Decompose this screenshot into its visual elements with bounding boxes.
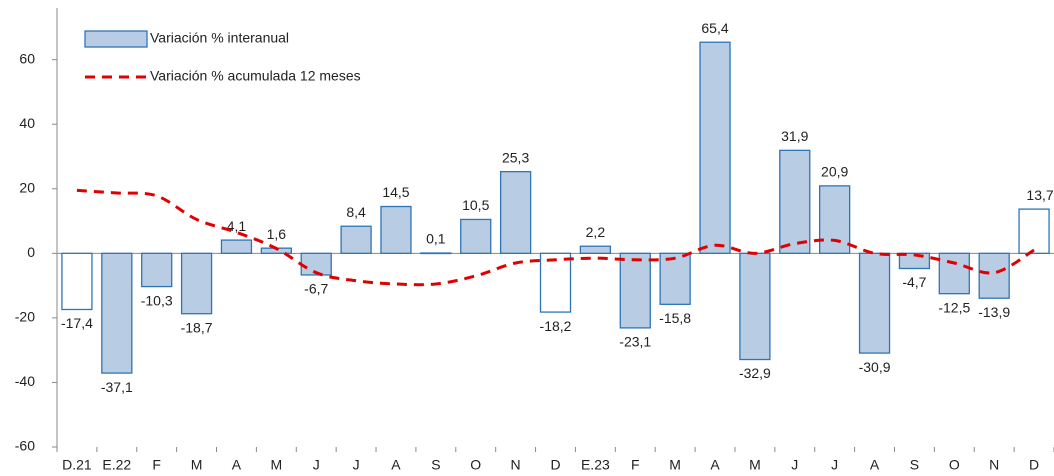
bar xyxy=(739,252,771,361)
bar xyxy=(819,185,851,254)
value-label: 65,4 xyxy=(701,20,728,36)
bar xyxy=(61,252,93,311)
bar xyxy=(420,252,452,255)
value-label: -18,7 xyxy=(181,319,213,335)
value-label: -18,2 xyxy=(540,318,572,334)
value-label: 1,6 xyxy=(267,226,287,242)
x-tick-label: A xyxy=(391,457,401,473)
value-label: 13,7 xyxy=(1026,187,1053,203)
x-tick-label: M xyxy=(669,457,681,473)
bar xyxy=(499,171,532,254)
bar xyxy=(1018,208,1050,254)
x-tick-label: D.21 xyxy=(62,457,92,473)
x-tick-label: M xyxy=(749,457,761,473)
y-tick-label: 60 xyxy=(19,50,35,66)
value-label: -10,3 xyxy=(141,292,173,308)
value-label: 2,2 xyxy=(586,224,606,240)
x-tick-label: N xyxy=(989,457,999,473)
legend-swatch xyxy=(84,30,148,48)
value-label: -37,1 xyxy=(101,379,133,395)
bar xyxy=(579,245,612,254)
x-tick-label: J xyxy=(831,457,838,473)
bar xyxy=(619,252,651,329)
value-label: -4,7 xyxy=(902,274,926,290)
x-tick-label: A xyxy=(710,457,720,473)
bar xyxy=(699,41,731,254)
x-tick-label: J xyxy=(791,457,798,473)
value-label: 8,4 xyxy=(346,204,366,220)
x-tick-label: F xyxy=(152,457,161,473)
x-tick-label: A xyxy=(232,457,242,473)
y-tick-label: 20 xyxy=(19,179,35,195)
x-tick-label: S xyxy=(910,457,919,473)
bar xyxy=(340,225,372,254)
y-tick-label: -20 xyxy=(15,309,35,325)
legend-label: Variación % acumulada 12 meses xyxy=(150,68,361,84)
bar xyxy=(539,252,572,313)
value-label: -17,4 xyxy=(61,315,93,331)
x-tick-label: M xyxy=(271,457,283,473)
bar xyxy=(101,252,133,374)
y-tick-label: -40 xyxy=(15,373,35,389)
value-label: 4,1 xyxy=(227,218,247,234)
value-label: 14,5 xyxy=(382,184,409,200)
value-label: -6,7 xyxy=(304,281,328,297)
bar xyxy=(938,252,970,295)
x-tick-label: E.22 xyxy=(102,457,131,473)
x-tick-label: A xyxy=(870,457,880,473)
bar xyxy=(460,218,492,254)
value-label: -23,1 xyxy=(619,334,651,350)
value-label: -30,9 xyxy=(859,359,891,375)
value-label: 20,9 xyxy=(821,164,848,180)
x-tick-label: J xyxy=(353,457,360,473)
bar xyxy=(380,205,412,254)
y-tick-label: -60 xyxy=(15,438,35,454)
line xyxy=(76,188,1035,287)
bar xyxy=(659,252,691,305)
x-tick-label: E.23 xyxy=(581,457,610,473)
x-tick-label: O xyxy=(949,457,960,473)
value-label: 25,3 xyxy=(502,149,529,165)
value-label: -13,9 xyxy=(978,304,1010,320)
bar xyxy=(141,252,173,288)
bar xyxy=(220,239,253,254)
value-label: 10,5 xyxy=(462,197,489,213)
value-label: 31,9 xyxy=(781,128,808,144)
x-tick-label: M xyxy=(191,457,203,473)
y-tick-label: 0 xyxy=(27,244,35,260)
value-label: -15,8 xyxy=(659,310,691,326)
bar xyxy=(779,149,811,254)
x-tick-label: D xyxy=(1029,457,1039,473)
value-label: -32,9 xyxy=(739,365,771,381)
bar xyxy=(180,252,213,315)
x-tick-label: J xyxy=(313,457,320,473)
bar xyxy=(978,252,1010,299)
value-label: 0,1 xyxy=(426,231,446,247)
bar xyxy=(858,252,891,354)
x-tick-label: D xyxy=(550,457,560,473)
x-tick-label: N xyxy=(511,457,521,473)
y-tick-label: 40 xyxy=(19,115,35,131)
x-tick-label: O xyxy=(470,457,481,473)
x-tick-label: F xyxy=(631,457,640,473)
x-tick-label: S xyxy=(431,457,440,473)
legend-label: Variación % interanual xyxy=(150,30,289,46)
value-label: -12,5 xyxy=(938,299,970,315)
